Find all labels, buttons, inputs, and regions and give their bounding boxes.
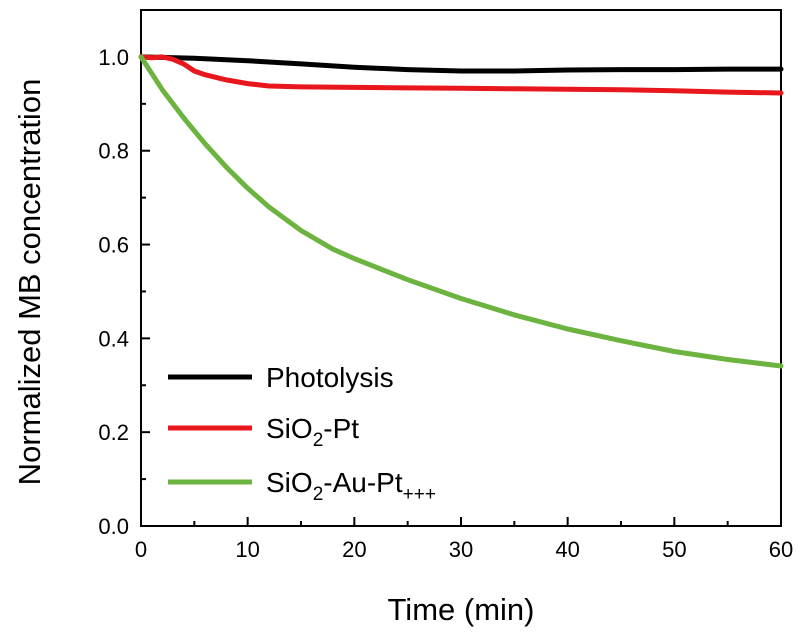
axes: 0 10 20 30 40 50 60 0.0 0.2 0.4 0.6 0.8 1.0	[98, 9, 793, 562]
x-tick-label: 0	[135, 537, 147, 562]
legend-label: Photolysis	[266, 362, 394, 393]
series-layer	[138, 54, 784, 369]
y-axis-title: Normalized MB concentration	[12, 79, 47, 486]
x-tick-label: 40	[555, 537, 579, 562]
y-tick-label: 0.4	[98, 326, 129, 351]
x-tick-label: 50	[662, 537, 686, 562]
y-tick-label: 0.8	[98, 139, 129, 164]
legend: Photolysis SiO2-Pt SiO2-Au-Pt+++	[168, 362, 436, 505]
x-tick-label: 30	[449, 537, 473, 562]
y-tick-label: 1.0	[98, 45, 129, 70]
x-tick-label: 20	[342, 537, 366, 562]
x-tick-label: 60	[769, 537, 793, 562]
y-tick-label: 0.2	[98, 420, 129, 445]
y-tick-label: 0.6	[98, 233, 129, 258]
series-line-1	[138, 54, 784, 74]
series-line-2	[138, 54, 784, 96]
x-tick-label: 10	[235, 537, 259, 562]
legend-label: SiO2-Pt	[266, 413, 359, 451]
legend-label: SiO2-Au-Pt+++	[266, 467, 436, 505]
y-tick-label: 0.0	[98, 514, 129, 539]
series-line-3	[138, 54, 784, 369]
x-axis-title: Time (min)	[388, 592, 535, 627]
